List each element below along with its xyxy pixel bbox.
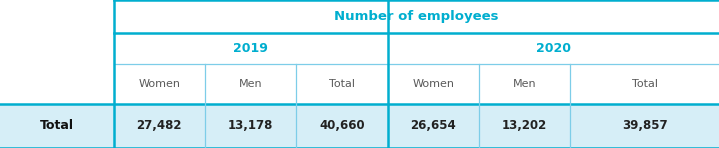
Text: Women: Women [412,79,454,89]
Text: 40,660: 40,660 [319,119,365,132]
Text: Men: Men [513,79,536,89]
Text: 27,482: 27,482 [137,119,182,132]
Text: 26,654: 26,654 [411,119,456,132]
Text: Women: Women [138,79,180,89]
Text: Total: Total [40,119,74,132]
Text: Total: Total [329,79,355,89]
Text: Total: Total [631,79,658,89]
Text: Men: Men [239,79,262,89]
Text: 2019: 2019 [233,42,268,55]
Text: 39,857: 39,857 [622,119,667,132]
Bar [0,104,719,148]
Text: 13,202: 13,202 [502,119,547,132]
Text: 2020: 2020 [536,42,571,55]
Text: Number of employees: Number of employees [334,10,498,23]
Text: 13,178: 13,178 [228,119,273,132]
